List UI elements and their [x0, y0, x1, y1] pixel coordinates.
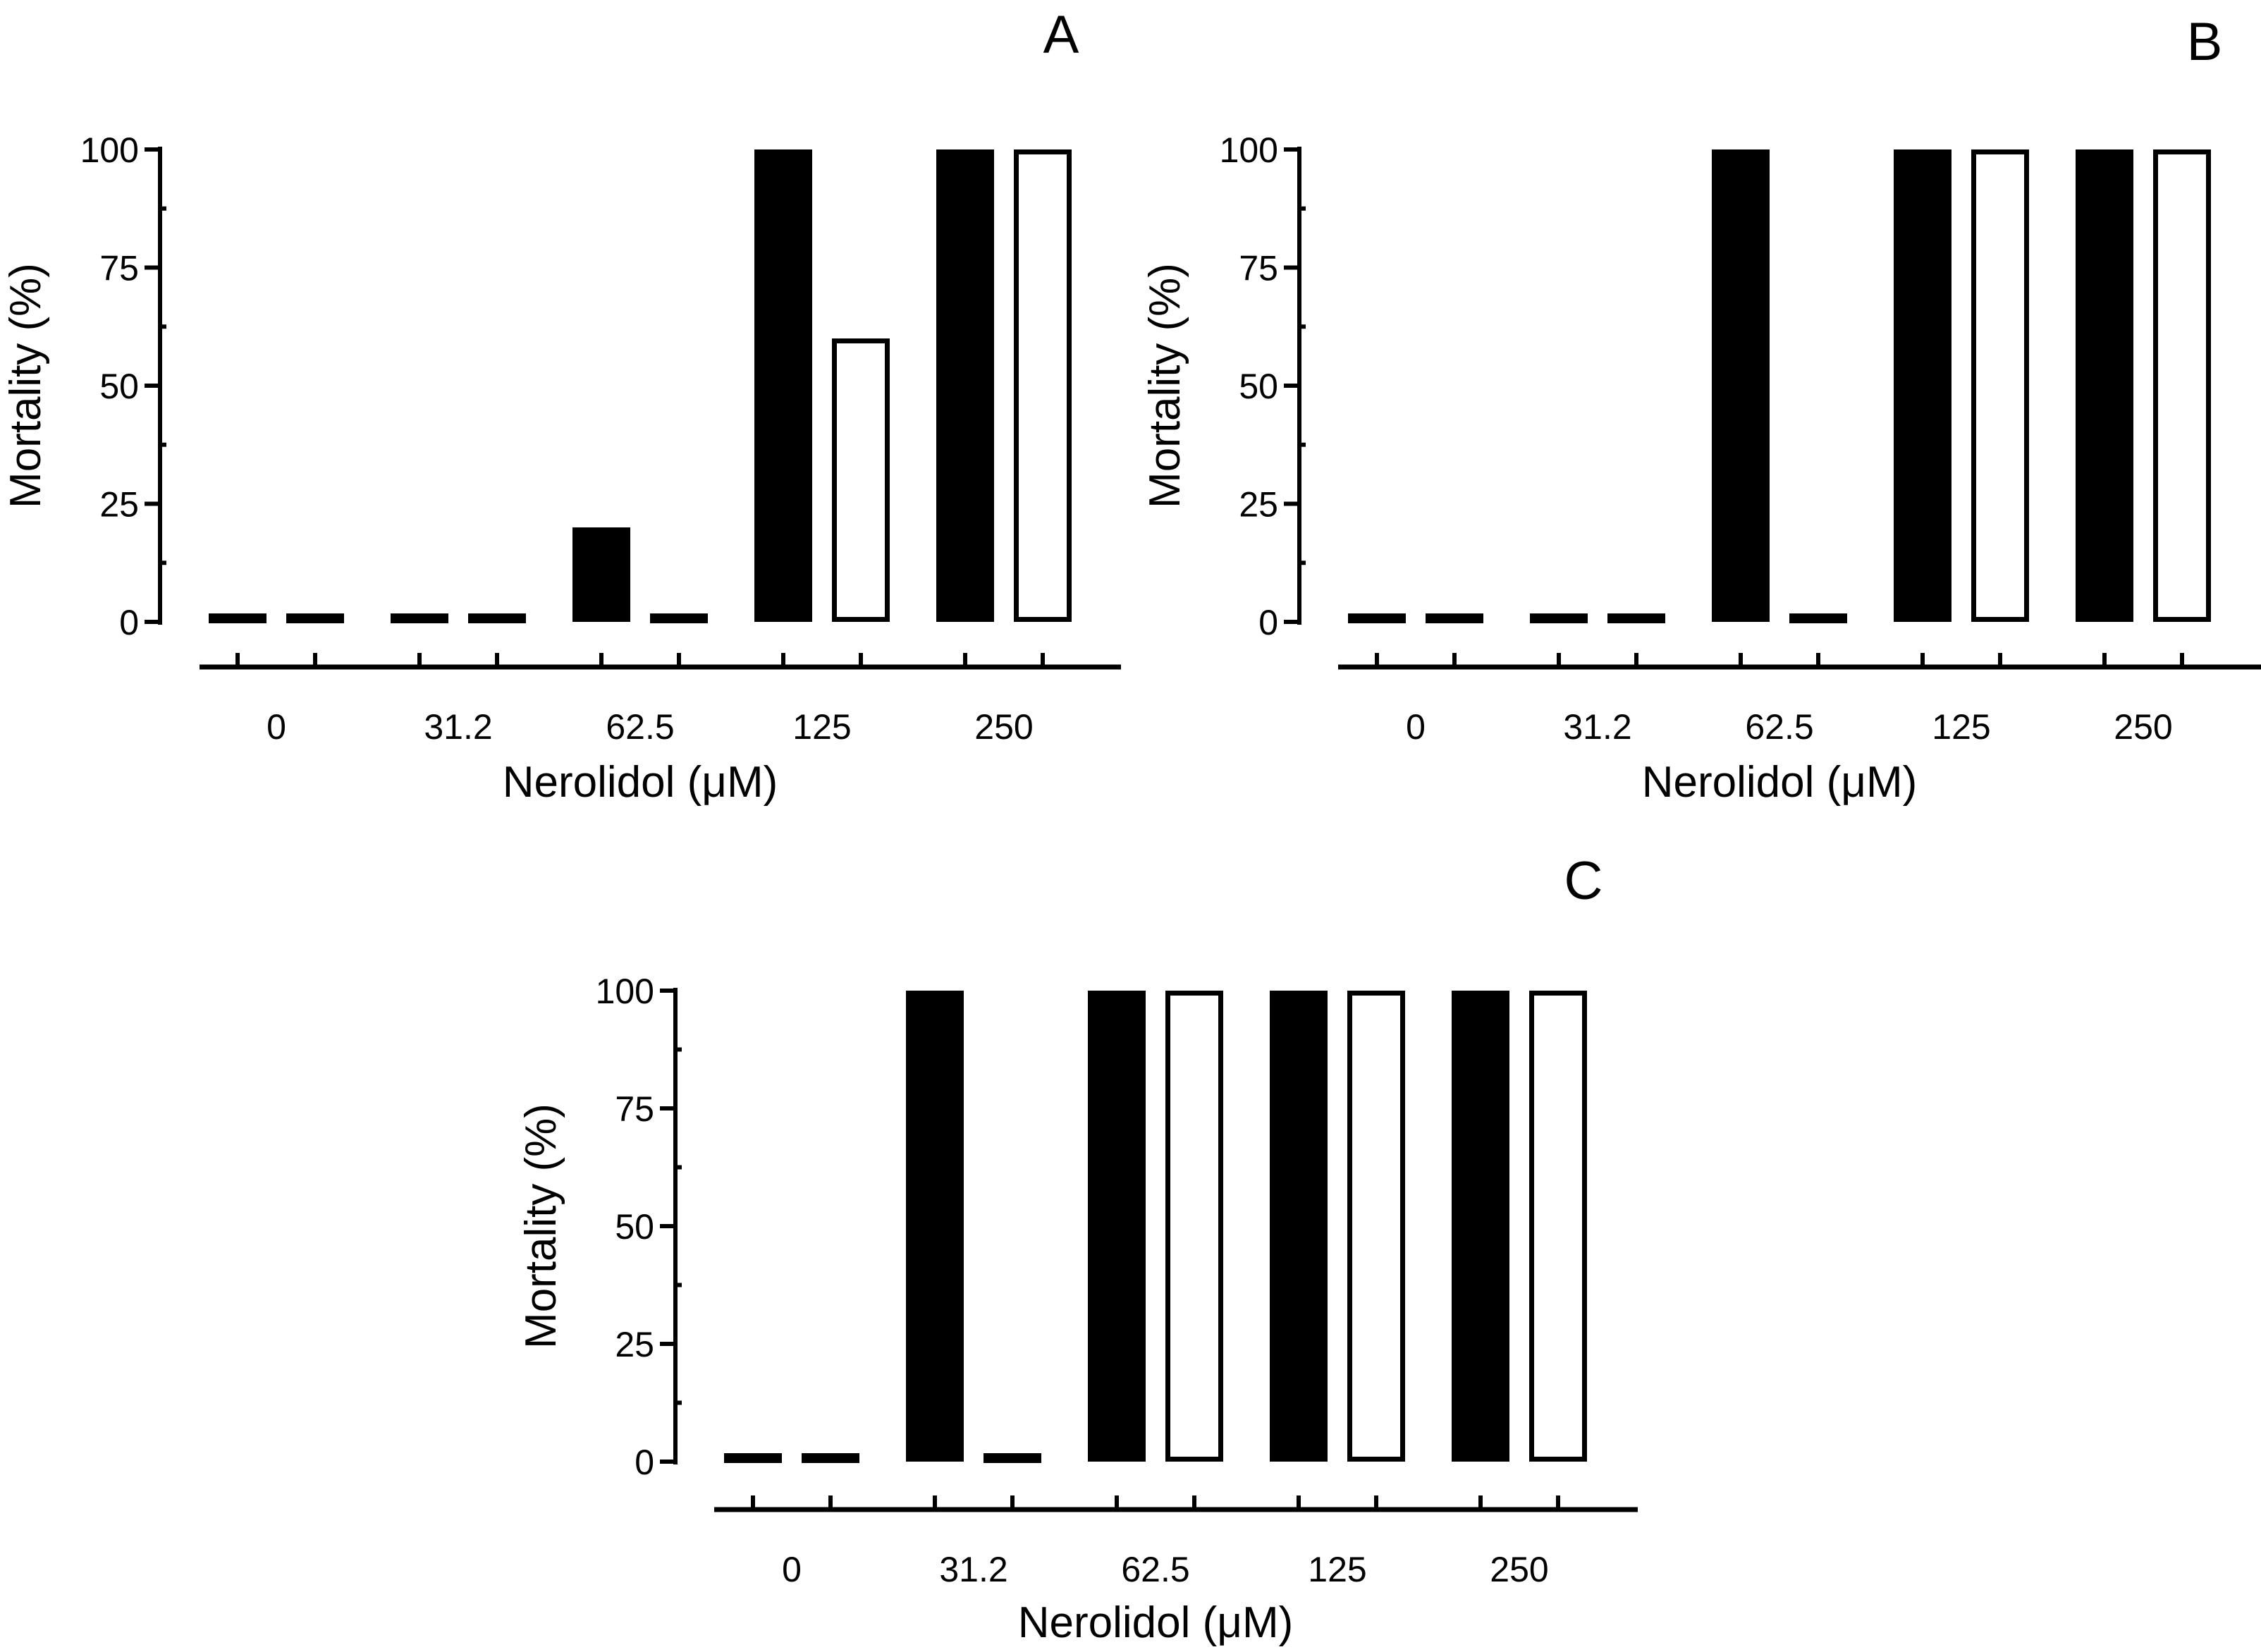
y-tick-label: 25: [615, 1325, 654, 1364]
bar-open: [1165, 991, 1223, 1462]
panel-label: A: [1043, 5, 1079, 65]
x-tick-label: 62.5: [1121, 1550, 1189, 1589]
y-axis-title: Mortality (%): [517, 1103, 565, 1349]
x-axis-title: Nerolidol (μM): [1642, 758, 1918, 807]
y-tick-label: 75: [99, 249, 139, 288]
bar-open: [2153, 149, 2211, 622]
bar-filled: [2076, 149, 2133, 622]
bar-open: [1347, 991, 1405, 1462]
bar-filled: [1088, 991, 1146, 1462]
bar-filled: [1894, 149, 1951, 622]
y-tick-label: 100: [80, 130, 139, 170]
x-tick-label: 125: [792, 707, 851, 747]
panel-a: A 0 25 50 75 100 Mortality (%) 0 31.2 62.5 125 250 N…: [1, 5, 1121, 807]
bar-filled: [754, 149, 812, 622]
x-tick-label: 0: [782, 1550, 802, 1589]
y-tick-label: 0: [635, 1443, 654, 1482]
y-tick-label: 0: [1258, 603, 1278, 642]
y-tick-label: 100: [596, 972, 654, 1011]
x-axis-title: Nerolidol (μM): [1018, 1598, 1294, 1647]
x-tick-label: 31.2: [1563, 707, 1631, 747]
bar-open: [832, 338, 890, 622]
bar-filled: [906, 991, 964, 1462]
bar-filled: [936, 149, 994, 622]
bar-open: [1971, 149, 2029, 622]
y-tick-label: 75: [615, 1089, 654, 1129]
y-tick-label: 25: [99, 485, 139, 525]
y-tick-label: 25: [1239, 485, 1278, 525]
x-tick-label: 125: [1932, 707, 1990, 747]
bar-filled: [1452, 991, 1509, 1462]
x-tick-label: 31.2: [424, 707, 492, 747]
y-tick-label: 50: [615, 1207, 654, 1247]
bar-filled: [1270, 991, 1328, 1462]
x-tick-label: 31.2: [939, 1550, 1007, 1589]
x-tick-label: 0: [266, 707, 286, 747]
y-axis-title: Mortality (%): [1141, 263, 1189, 508]
panel-b: B 0 25 50 75 100 Mortality (%) 0 31.2 62.5 125 250 N…: [1141, 12, 2261, 807]
y-tick-label: 50: [1239, 367, 1278, 406]
panel-label: B: [2187, 12, 2223, 72]
x-axis-title: Nerolidol (μM): [503, 758, 778, 807]
x-tick-label: 250: [974, 707, 1033, 747]
x-tick-label: 62.5: [606, 707, 674, 747]
x-tick-label: 250: [1490, 1550, 1548, 1589]
x-tick-label: 250: [2114, 707, 2172, 747]
x-tick-label: 125: [1308, 1550, 1366, 1589]
bar-filled: [572, 527, 630, 622]
bar-open: [1529, 991, 1587, 1462]
panel-c: C 0 25 50 75 100 Mortality (%) 0 31.2 62.5 125 250 N…: [517, 851, 1638, 1647]
y-tick-label: 0: [119, 603, 139, 642]
y-tick-label: 50: [99, 367, 139, 406]
bar-filled: [1712, 149, 1770, 622]
bar-open: [1014, 149, 1072, 622]
panel-label: C: [1564, 851, 1603, 911]
x-tick-label: 0: [1406, 707, 1426, 747]
x-tick-label: 62.5: [1745, 707, 1813, 747]
y-axis-title: Mortality (%): [1, 263, 50, 508]
y-tick-label: 75: [1239, 249, 1278, 288]
y-tick-label: 100: [1220, 130, 1278, 170]
